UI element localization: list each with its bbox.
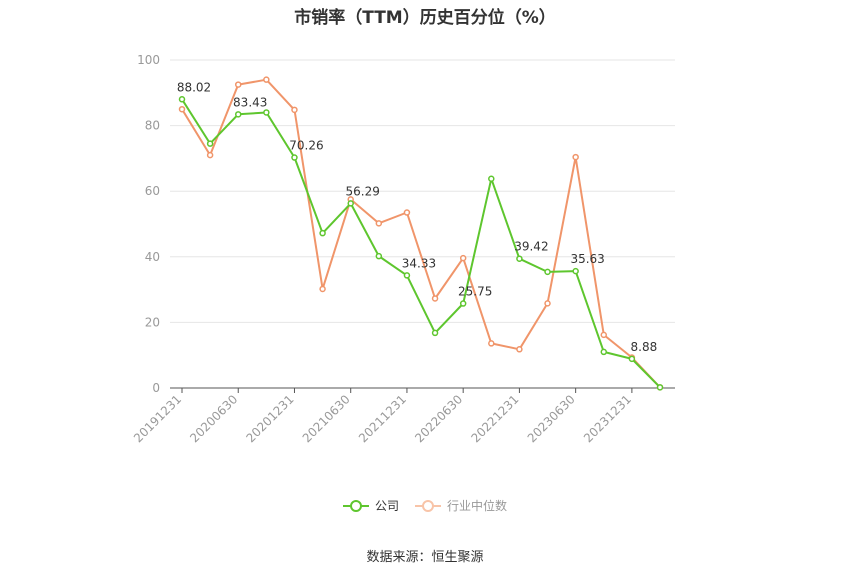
data-point xyxy=(375,252,383,260)
data-point xyxy=(488,340,495,347)
data-source: 数据来源：恒生聚源 xyxy=(366,550,484,565)
y-tick-label: 80 xyxy=(145,119,160,133)
data-label: 83.43 xyxy=(233,95,267,109)
data-point xyxy=(319,229,326,237)
legend: 公司 行业中位数 xyxy=(0,497,850,514)
x-tick-label: 20211231 xyxy=(356,392,409,445)
data-point xyxy=(347,200,354,207)
y-axis: 0 20 40 60 80 100 xyxy=(137,53,160,395)
data-point xyxy=(628,355,636,363)
x-tick-label: 20201231 xyxy=(244,392,297,445)
data-label: 88.02 xyxy=(177,80,211,94)
data-point xyxy=(178,105,186,113)
x-tick-label: 20191231 xyxy=(131,392,184,445)
data-label: 56.29 xyxy=(346,184,380,198)
series-line-0 xyxy=(181,98,661,389)
data-point xyxy=(544,300,551,307)
data-labels: 88.02 83.43 70.26 56.29 34.33 25.75 39.42 35.63… xyxy=(177,80,657,354)
data-point xyxy=(431,329,439,337)
legend-item-company[interactable]: 公司 xyxy=(342,497,399,514)
x-axis: 20191231 20200630 20201231 20210630 20211231… xyxy=(131,387,675,445)
data-point xyxy=(178,96,186,103)
y-tick-label: 100 xyxy=(137,53,160,67)
data-point xyxy=(600,348,608,356)
y-tick-label: 0 xyxy=(152,381,160,395)
data-point xyxy=(488,175,495,182)
data-point xyxy=(459,300,467,307)
data-point xyxy=(656,384,664,391)
legend-swatch-industry-median xyxy=(415,499,441,513)
legend-swatch-company xyxy=(342,499,369,513)
data-point xyxy=(291,154,298,161)
data-point xyxy=(263,109,270,116)
data-label: 70.26 xyxy=(289,139,323,153)
data-point xyxy=(516,255,523,262)
series-line-1 xyxy=(181,78,661,388)
x-tick-label: 20221231 xyxy=(468,392,521,445)
x-tick-label: 20210630 xyxy=(300,392,353,445)
data-point xyxy=(206,140,214,147)
series-layer xyxy=(178,76,664,391)
data-point xyxy=(459,254,467,262)
data-label: 39.42 xyxy=(514,240,548,254)
data-point xyxy=(544,268,551,276)
data-point xyxy=(431,295,439,302)
data-label: 25.75 xyxy=(458,285,492,299)
data-point xyxy=(234,81,242,88)
data-label: 8.88 xyxy=(631,340,658,354)
data-point xyxy=(375,220,383,227)
y-tick-label: 20 xyxy=(145,315,160,329)
legend-label-company: 公司 xyxy=(374,499,399,513)
data-point xyxy=(319,285,326,293)
data-point xyxy=(572,267,579,275)
data-point xyxy=(234,111,242,118)
data-point xyxy=(600,331,608,339)
data-point xyxy=(403,272,411,279)
x-tick-label: 20231231 xyxy=(581,392,634,445)
x-tick-label: 20220630 xyxy=(412,392,465,445)
data-label: 34.33 xyxy=(402,256,436,270)
data-point xyxy=(403,209,411,216)
grid-lines xyxy=(170,59,675,323)
y-tick-label: 60 xyxy=(145,184,160,198)
data-point xyxy=(291,106,298,114)
data-label: 35.63 xyxy=(570,252,604,266)
data-point xyxy=(516,346,523,353)
data-point xyxy=(206,151,214,159)
data-point xyxy=(572,153,579,161)
chart-title: 市销率（TTM）历史百分位（%） xyxy=(294,8,556,28)
x-tick-label: 20230630 xyxy=(525,392,578,445)
x-tick-label: 20200630 xyxy=(187,392,240,445)
data-point xyxy=(263,76,270,83)
legend-label-industry-median: 行业中位数 xyxy=(447,499,508,513)
legend-item-industry-median[interactable]: 行业中位数 xyxy=(415,497,507,514)
y-tick-label: 40 xyxy=(145,250,160,264)
